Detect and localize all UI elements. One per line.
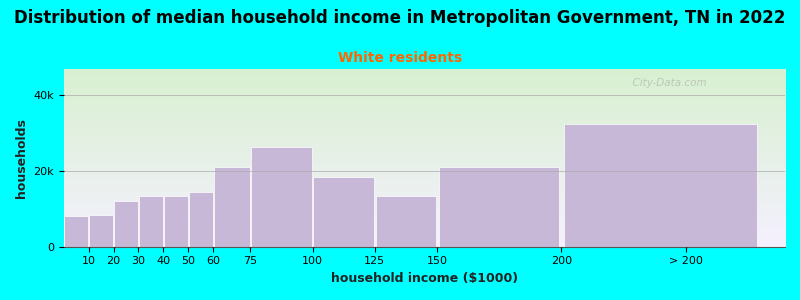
Bar	[139, 196, 163, 247]
Bar	[251, 146, 312, 247]
Bar	[114, 201, 138, 247]
Bar	[438, 167, 559, 247]
Bar	[376, 196, 436, 247]
X-axis label: household income ($1000): household income ($1000)	[331, 272, 518, 285]
Bar	[64, 217, 88, 247]
Text: White residents: White residents	[338, 51, 462, 65]
Y-axis label: households: households	[15, 118, 28, 198]
Bar	[314, 177, 374, 247]
Text: City-Data.com: City-Data.com	[626, 78, 707, 88]
Bar	[564, 124, 757, 247]
Bar	[189, 192, 213, 247]
Bar	[214, 167, 250, 247]
Bar	[89, 214, 114, 247]
Text: Distribution of median household income in Metropolitan Government, TN in 2022: Distribution of median household income …	[14, 9, 786, 27]
Bar	[164, 196, 188, 247]
